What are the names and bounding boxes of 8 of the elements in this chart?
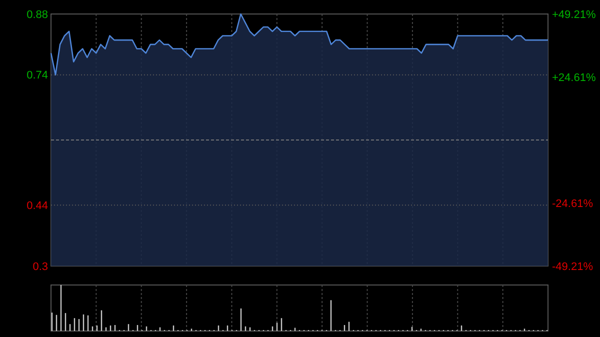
y2-tick-label: -24.61% — [552, 198, 594, 210]
y2-tick-label: -49.21% — [552, 260, 594, 273]
y-tick-label: 0.88 — [26, 8, 48, 21]
y2-tick-label: +49.21% — [552, 8, 596, 21]
y2-tick-label: +24.61% — [552, 72, 596, 84]
y-tick-label: 0.44 — [26, 200, 48, 212]
y-tick-label: 0.74 — [26, 70, 48, 82]
y-tick-label: 0.3 — [32, 260, 48, 273]
